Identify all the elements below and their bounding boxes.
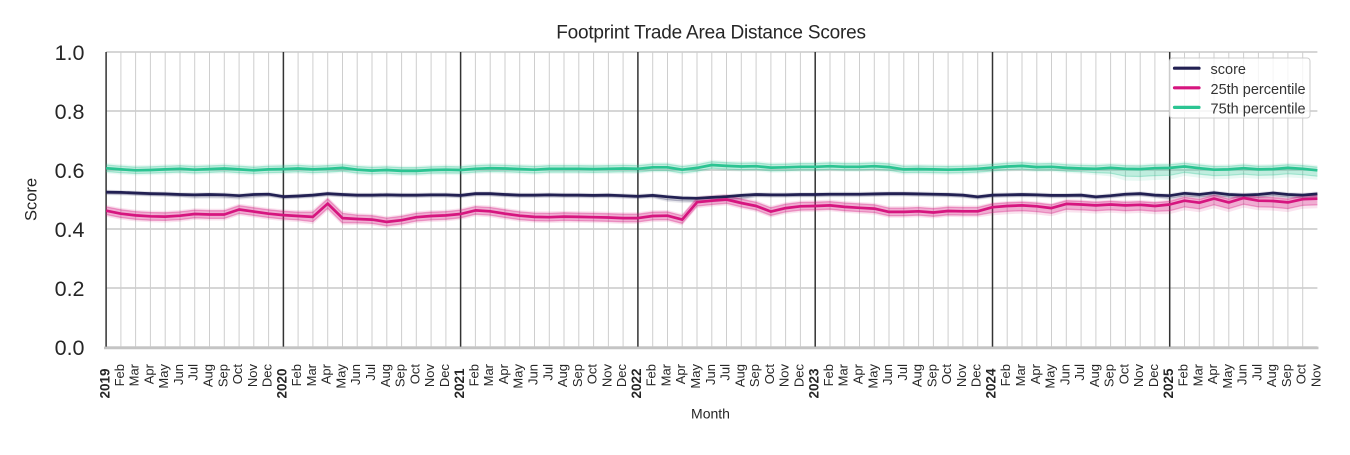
svg-text:0.6: 0.6 <box>55 159 85 183</box>
svg-text:Dec: Dec <box>260 364 275 388</box>
svg-text:Nov: Nov <box>1308 364 1323 388</box>
svg-text:Feb: Feb <box>112 364 127 386</box>
svg-text:0.0: 0.0 <box>55 336 85 360</box>
svg-text:Jul: Jul <box>363 364 378 381</box>
svg-text:Footprint Trade Area Distance: Footprint Trade Area Distance Scores <box>556 23 866 44</box>
svg-text:Jul: Jul <box>1072 364 1087 381</box>
svg-text:Mar: Mar <box>481 363 496 386</box>
svg-text:Mar: Mar <box>127 363 142 386</box>
svg-text:0.8: 0.8 <box>55 100 85 124</box>
svg-text:Oct: Oct <box>230 364 245 385</box>
svg-text:Mar: Mar <box>1013 363 1028 386</box>
svg-text:Nov: Nov <box>954 364 969 388</box>
svg-text:Dec: Dec <box>437 364 452 388</box>
svg-text:May: May <box>334 364 349 389</box>
svg-text:Apr: Apr <box>141 363 156 384</box>
svg-text:Feb: Feb <box>644 364 659 386</box>
svg-text:Nov: Nov <box>599 364 614 388</box>
svg-text:Dec: Dec <box>969 364 984 388</box>
svg-text:2023: 2023 <box>806 368 821 399</box>
svg-text:Aug: Aug <box>555 364 570 387</box>
svg-text:Aug: Aug <box>910 364 925 387</box>
svg-text:Apr: Apr <box>851 363 866 384</box>
svg-text:score: score <box>1211 62 1246 78</box>
svg-text:Jun: Jun <box>171 364 186 385</box>
svg-text:Aug: Aug <box>201 364 216 387</box>
svg-text:Jul: Jul <box>1249 364 1264 381</box>
svg-text:Nov: Nov <box>422 364 437 388</box>
svg-text:75th percentile: 75th percentile <box>1211 101 1306 117</box>
svg-text:Sep: Sep <box>215 364 230 387</box>
svg-text:1.0: 1.0 <box>55 41 85 65</box>
svg-text:Jun: Jun <box>526 364 541 385</box>
svg-text:Apr: Apr <box>673 363 688 384</box>
svg-text:May: May <box>156 364 171 389</box>
svg-text:Dec: Dec <box>791 364 806 388</box>
svg-text:Score: Score <box>23 178 41 221</box>
svg-text:Oct: Oct <box>762 364 777 385</box>
svg-text:Sep: Sep <box>924 364 939 387</box>
svg-text:May: May <box>1043 364 1058 389</box>
svg-text:Aug: Aug <box>1264 364 1279 387</box>
svg-text:2022: 2022 <box>629 369 644 399</box>
svg-text:Aug: Aug <box>1087 364 1102 387</box>
svg-text:2021: 2021 <box>452 368 467 399</box>
svg-text:Sep: Sep <box>570 364 585 387</box>
svg-text:Apr: Apr <box>1205 363 1220 384</box>
svg-text:Apr: Apr <box>496 363 511 384</box>
svg-text:Sep: Sep <box>1102 364 1117 387</box>
svg-text:May: May <box>1220 364 1235 389</box>
svg-text:Oct: Oct <box>407 364 422 385</box>
svg-text:Nov: Nov <box>1131 364 1146 388</box>
svg-text:Apr: Apr <box>1028 363 1043 384</box>
svg-text:Jun: Jun <box>1057 364 1072 385</box>
svg-text:Feb: Feb <box>821 364 836 386</box>
svg-text:Jul: Jul <box>540 364 555 381</box>
svg-text:Mar: Mar <box>836 363 851 386</box>
svg-text:May: May <box>688 364 703 389</box>
svg-text:Feb: Feb <box>998 364 1013 386</box>
svg-text:25th percentile: 25th percentile <box>1211 82 1306 98</box>
svg-text:Nov: Nov <box>777 364 792 388</box>
svg-text:2020: 2020 <box>275 369 290 399</box>
svg-text:Oct: Oct <box>1116 364 1131 385</box>
svg-text:Feb: Feb <box>1176 364 1191 386</box>
svg-text:Jul: Jul <box>186 364 201 381</box>
svg-text:Jul: Jul <box>895 364 910 381</box>
svg-text:Aug: Aug <box>732 364 747 387</box>
svg-text:Mar: Mar <box>304 363 319 386</box>
svg-text:Sep: Sep <box>747 364 762 387</box>
svg-text:0.4: 0.4 <box>55 218 85 242</box>
svg-text:May: May <box>865 364 880 389</box>
svg-text:Jun: Jun <box>880 364 895 385</box>
svg-text:Feb: Feb <box>466 364 481 386</box>
svg-text:Dec: Dec <box>1146 364 1161 388</box>
svg-text:0.2: 0.2 <box>55 277 85 301</box>
svg-text:Jun: Jun <box>703 364 718 385</box>
svg-text:Jun: Jun <box>348 364 363 385</box>
svg-text:Aug: Aug <box>378 364 393 387</box>
svg-text:Dec: Dec <box>614 364 629 388</box>
svg-text:Sep: Sep <box>393 364 408 387</box>
svg-text:Oct: Oct <box>585 364 600 385</box>
svg-text:Apr: Apr <box>319 363 334 384</box>
svg-text:2019: 2019 <box>97 369 112 399</box>
svg-text:May: May <box>511 364 526 389</box>
svg-text:Mar: Mar <box>1190 363 1205 386</box>
svg-text:Sep: Sep <box>1279 364 1294 387</box>
svg-text:2024: 2024 <box>984 368 999 399</box>
svg-text:Month: Month <box>691 406 730 422</box>
svg-text:Jun: Jun <box>1235 364 1250 385</box>
svg-text:Oct: Oct <box>1294 364 1309 385</box>
svg-text:Feb: Feb <box>289 364 304 386</box>
svg-text:Nov: Nov <box>245 364 260 388</box>
svg-text:Jul: Jul <box>718 364 733 381</box>
svg-text:2025: 2025 <box>1161 368 1176 399</box>
svg-text:Oct: Oct <box>939 364 954 385</box>
svg-text:Mar: Mar <box>659 363 674 386</box>
